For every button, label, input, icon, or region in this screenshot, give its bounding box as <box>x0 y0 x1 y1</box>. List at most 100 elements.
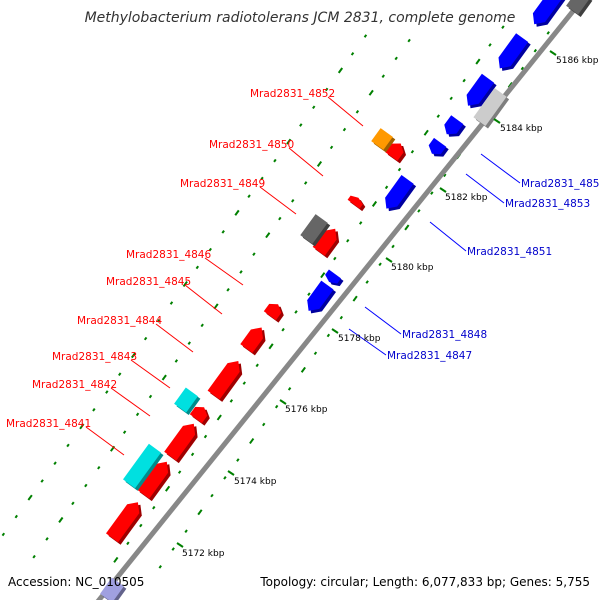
gene-label-mrad2831-4842[interactable]: Mrad2831_4842 <box>32 379 117 391</box>
gc-dot <box>223 476 227 480</box>
gc-dot <box>252 252 256 256</box>
gc-dot <box>1 532 6 537</box>
tick-label-5174: 5174 kbp <box>234 477 277 487</box>
gc-dot <box>226 287 230 292</box>
gc-dot <box>358 221 363 225</box>
gc-dot <box>143 336 148 341</box>
feature-lightblue-1 <box>100 577 127 600</box>
gene-feature-rev-7 <box>498 33 531 71</box>
gene-feature-rev-2 <box>325 269 344 287</box>
gc-dot <box>139 523 143 528</box>
gc-dot <box>355 109 360 114</box>
scale-ticks: 5172 kbp 5174 kbp 5176 kbp 5178 kbp 5180… <box>176 50 599 559</box>
map-title: Methylobacterium radiotolerans JCM 2831,… <box>85 10 516 26</box>
feature-lightgray-1-body <box>473 88 507 126</box>
gc-dot <box>286 138 292 145</box>
gene-label-mrad2831-4851[interactable]: Mrad2831_4851 <box>467 246 552 258</box>
gene-label-mrad2831-4852[interactable]: Mrad2831_4852 <box>250 88 335 100</box>
gc-dot <box>190 452 195 457</box>
gene-feature-rev-4-body <box>428 137 447 155</box>
gene-label-mrad2831-4843[interactable]: Mrad2831_4843 <box>52 351 137 363</box>
gene-feature-rev-5 <box>444 115 466 137</box>
gc-dot <box>333 256 337 261</box>
gc-dot <box>177 470 182 474</box>
gc-dot <box>417 209 421 213</box>
feature-gray-1 <box>300 214 331 247</box>
gc-dot <box>410 149 415 154</box>
gene-label-mrad2831-4847[interactable]: Mrad2831_4847 <box>387 350 472 362</box>
gene-label-mrad2831-4846[interactable]: Mrad2831_4846 <box>126 249 211 261</box>
gene-feature-fwd-9-body <box>347 195 363 209</box>
feature-gray-1-body <box>300 214 328 244</box>
gene-label-mrad2831-4844[interactable]: Mrad2831_4844 <box>77 315 162 327</box>
gc-dot <box>287 387 292 391</box>
gc-dot <box>97 465 101 470</box>
gc-dot <box>462 78 466 83</box>
gc-dot <box>242 381 246 385</box>
gene-feature-fwd-3-body <box>164 423 196 461</box>
gc-dot <box>268 343 274 350</box>
gc-dot <box>216 414 222 421</box>
gene-feature-fwd-4 <box>189 406 210 426</box>
forward-gene-labels: Mrad2831_4852 Mrad2831_4850 Mrad2831_484… <box>6 88 335 430</box>
gene-label-mrad2831-4849[interactable]: Mrad2831_4849 <box>180 178 265 190</box>
gene-feature-fwd-4-body <box>189 406 208 424</box>
gc-dot <box>378 262 382 267</box>
gene-label-mrad2831-4848[interactable]: Mrad2831_4848 <box>402 329 487 341</box>
gc-dot <box>182 280 188 288</box>
gc-dot <box>208 247 212 252</box>
tick-label-5172: 5172 kbp <box>182 549 225 559</box>
tick-label-5186: 5186 kbp <box>556 56 599 66</box>
gene-feature-rev-6 <box>466 73 497 109</box>
reverse-gene-labels: Mrad2831_4854 Mrad2831_4853 Mrad2831_485… <box>387 178 600 362</box>
gene-feature-rev-6-body <box>466 73 495 106</box>
gene-label-mrad2831-4853[interactable]: Mrad2831_4853 <box>505 198 590 210</box>
feature-cyan-1-body <box>123 443 161 489</box>
gc-dot <box>368 89 374 96</box>
gene-label-mrad2831-4845[interactable]: Mrad2831_4845 <box>106 276 191 288</box>
gene-feature-rev-3 <box>385 175 417 212</box>
gc-dot <box>436 114 440 118</box>
gene-feature-rev-8 <box>532 0 566 27</box>
gc-dot <box>171 547 175 551</box>
gene-label-mrad2831-4854[interactable]: Mrad2831_4854 <box>521 178 600 190</box>
gc-dot <box>423 129 429 136</box>
gc-dot <box>501 25 505 29</box>
leader-line-forward <box>259 186 297 215</box>
leader-line-forward <box>327 96 364 127</box>
gc-dot <box>278 216 282 221</box>
gc-dot <box>229 399 234 403</box>
gc-dot <box>58 516 64 523</box>
gene-feature-fwd-6-body <box>240 327 263 353</box>
gene-feature-rev-8-body <box>532 0 562 25</box>
leader-line-forward <box>110 387 151 417</box>
gc-dot <box>520 66 525 71</box>
gc-dot <box>265 232 271 239</box>
gene-feature-rev-4 <box>428 137 449 157</box>
gene-feature-fwd-9 <box>347 195 366 212</box>
gene-feature-fwd-1-body <box>106 502 140 543</box>
feature-lightblue-1-body <box>100 577 124 600</box>
gc-dot <box>394 56 398 61</box>
gene-label-mrad2831-4850[interactable]: Mrad2831_4850 <box>209 139 294 151</box>
feature-cyan-1 <box>123 443 164 491</box>
gc-dot <box>118 372 122 377</box>
tick-label-5182: 5182 kbp <box>445 193 488 203</box>
gene-feature-fwd-7-body <box>263 303 282 321</box>
gc-dot <box>339 315 344 320</box>
tick-label-5184: 5184 kbp <box>500 124 543 134</box>
leader-line-reverse <box>364 306 402 335</box>
gene-label-mrad2831-4841[interactable]: Mrad2831_4841 <box>6 418 91 430</box>
gc-dot <box>126 541 130 546</box>
leader-line-reverse <box>348 328 387 356</box>
gc-dot <box>381 74 385 78</box>
leader-line-forward <box>184 284 223 315</box>
gene-feature-rev-3-body <box>385 175 414 209</box>
gc-dot <box>324 87 329 92</box>
gc-dot <box>404 224 410 231</box>
gc-dot <box>546 31 550 35</box>
feature-gray-2 <box>566 0 593 17</box>
gene-feature-rev-1 <box>307 280 336 314</box>
tick-label-5178: 5178 kbp <box>338 334 381 344</box>
